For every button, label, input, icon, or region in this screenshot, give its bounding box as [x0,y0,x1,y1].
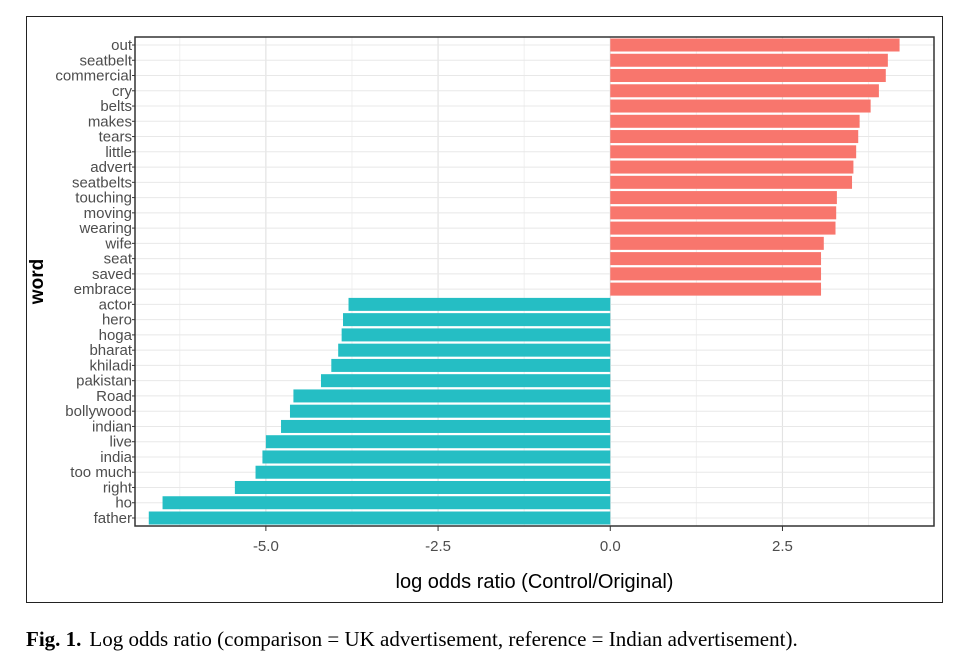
bar-wife [610,236,824,250]
y-tick-label: indian [92,418,132,435]
y-tick-label: touching [75,190,132,207]
bar-hero [343,313,611,327]
y-tick-label: seat [104,251,133,268]
y-tick-label: moving [84,205,132,222]
y-tick-label: seatbelt [79,52,132,69]
bars [148,38,900,525]
bar-wearing [610,221,836,235]
y-tick-label: little [105,144,132,161]
bar-moving [610,206,837,220]
bar-bollywood [289,404,611,418]
bar-advert [610,160,854,174]
y-tick-label: bollywood [65,403,132,420]
bar-commercial [610,69,886,83]
y-tick-label: commercial [55,68,132,85]
x-tick-label: -5.0 [253,538,279,555]
y-tick-label: embrace [74,281,132,298]
y-tick-label: live [109,434,132,451]
bar-out [610,38,900,52]
bar-seatbelts [610,175,853,189]
bar-seatbelt [610,53,888,67]
y-tick-label: right [103,479,133,496]
bar-seat [610,252,822,266]
y-tick-label: hero [102,312,132,329]
bar-actor [348,297,611,311]
y-tick-label: saved [92,266,132,283]
y-tick-label: actor [99,296,132,313]
y-tick-labels: outseatbeltcommercialcrybeltsmakestearsl… [55,37,135,527]
y-tick-label: india [100,449,132,466]
y-tick-label: out [111,37,133,54]
bar-saved [610,267,822,281]
bar-live [265,435,611,449]
bar-road [293,389,611,403]
y-tick-label: wife [104,235,132,252]
y-tick-label: belts [100,98,132,115]
bar-khiladi [331,358,611,372]
bar-makes [610,114,860,128]
caption-text: Log odds ratio (comparison = UK advertis… [89,627,798,651]
bar-right [234,480,611,494]
bar-cry [610,84,879,98]
bar-india [262,450,611,464]
bar-hoga [341,328,611,342]
y-tick-label: wearing [78,220,132,237]
figure-frame: out seatbelt commercial cry belts makes tears l… [26,16,943,603]
figure-number: Fig. 1. [26,627,82,651]
y-tick-label: makes [88,113,132,130]
y-tick-label: bharat [89,342,132,359]
bar-pakistan [320,374,611,388]
bar-tears [610,130,859,144]
x-tick-label: -2.5 [425,538,451,555]
y-tick-label: pakistan [76,373,132,390]
bar-indian [281,419,611,433]
y-tick-label: advert [90,159,133,176]
y-axis-title: word [27,259,48,305]
bar-father [148,511,611,525]
bar-chart: outseatbeltcommercialcrybeltsmakestearsl… [27,36,935,593]
bar-belts [610,99,871,113]
x-axis-title: log odds ratio (Control/Original) [396,571,674,593]
y-tick-label: too much [70,464,132,481]
bar-too-much [255,465,611,479]
y-tick-label: khiladi [89,357,132,374]
y-tick-label: father [94,510,132,527]
y-tick-label: seatbelts [72,174,132,191]
y-tick-label: cry [112,83,132,100]
y-tick-label: Road [96,388,132,405]
x-tick-labels: -5.0 -2.5 0.0 2.5 [253,526,793,555]
bar-embrace [610,282,822,296]
y-tick-label: tears [99,129,132,146]
bar-bharat [338,343,611,357]
bar-little [610,145,857,159]
figure-caption: Fig. 1. Log odds ratio (comparison = UK a… [26,627,966,652]
x-tick-label: 2.5 [772,538,793,555]
y-tick-label: ho [115,495,132,512]
bar-ho [162,496,611,510]
y-tick-label: hoga [99,327,133,344]
x-tick-label: 0.0 [600,538,621,555]
plot-panel-border [134,36,935,527]
bar-touching [610,191,837,205]
